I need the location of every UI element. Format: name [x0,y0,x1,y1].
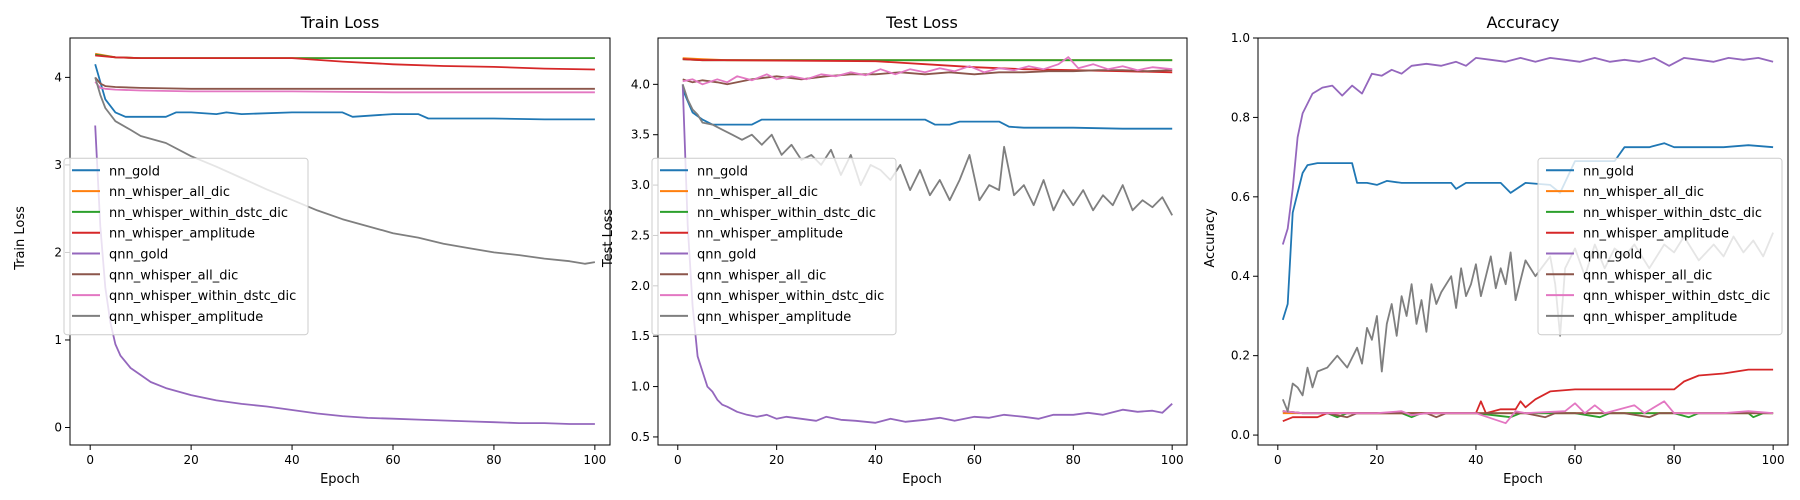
train-loss-xtick-label: 60 [385,453,400,467]
accuracy-ytick-label: 0.2 [1231,349,1250,363]
accuracy-ytick-label: 0.0 [1231,428,1250,442]
test-loss-ytick-label: 0.5 [631,430,650,444]
train-loss-title: Train Loss [300,13,380,32]
accuracy-legend-label: nn_whisper_all_dic [1583,185,1704,200]
train-loss-ytick-label: 2 [54,245,62,259]
train-loss-ytick-label: 0 [54,420,62,434]
test-loss-xtick-label: 40 [868,453,883,467]
accuracy-line-qnn-gold [1281,57,1774,245]
train-loss-legend-label: nn_gold [109,164,160,179]
test-loss-ytick-label: 3.0 [631,178,650,192]
accuracy-axes-frame [1257,37,1789,446]
accuracy-legend-label: nn_whisper_amplitude [1583,227,1729,242]
accuracy-line-nn-gold [1281,142,1774,321]
test-loss-title: Test Loss [885,13,958,32]
test-loss-line-qnn-whisper-within-dstc-dic [682,56,1173,86]
accuracy-xtick-label: 20 [1369,453,1384,467]
test-loss-ytick-label: 1.5 [631,329,650,343]
accuracy-legend-label: nn_whisper_within_dstc_dic [1583,206,1762,221]
test-loss-legend-label: qnn_gold [697,248,756,263]
train-loss-xtick-label: 0 [86,453,94,467]
train-loss-line-nn-gold [94,64,595,121]
test-loss-legend-label: qnn_whisper_amplitude [697,310,851,325]
train-loss-ylabel: Train Loss [13,206,28,271]
train-loss-line-qnn-whisper-within-dstc-dic [94,81,595,94]
train-loss-line-qnn-whisper-amplitude [94,77,596,265]
test-loss-legend-label: qnn_whisper_within_dstc_dic [697,289,884,304]
test-loss-legend-label: nn_whisper_amplitude [697,227,843,242]
test-loss-panel: Test Loss Epoch Test Loss 0 20 40 60 80 100 0.… [601,13,1188,487]
train-loss-xtick-label: 40 [284,453,299,467]
train-loss-legend-label: qnn_whisper_amplitude [109,310,263,325]
train-loss-ytick-label: 4 [54,70,62,84]
test-loss-xtick-label: 100 [1161,453,1184,467]
test-loss-xlabel: Epoch [902,472,942,487]
test-loss-ytick-label: 3.5 [631,128,650,142]
train-loss-line-qnn-whisper-all-dic [94,76,595,90]
train-loss-legend-label: nn_whisper_within_dstc_dic [109,206,288,221]
test-loss-xtick-label: 20 [769,453,784,467]
test-loss-xtick-label: 0 [674,453,682,467]
train-loss-panel: Train Loss Epoch Train Loss 0 20 40 60 80 100… [13,13,611,487]
accuracy-ylabel: Accuracy [1203,208,1218,268]
test-loss-legend-label: nn_whisper_all_dic [697,185,818,200]
train-loss-xtick-label: 80 [486,453,501,467]
test-loss-xtick-label: 60 [967,453,982,467]
accuracy-legend-label: qnn_whisper_all_dic [1583,268,1712,283]
train-loss-ytick-label: 3 [54,158,62,172]
train-loss-legend-box [63,157,309,336]
accuracy-ytick-label: 0.8 [1231,110,1250,124]
test-loss-line-qnn-whisper-amplitude [681,84,1173,216]
train-loss-legend: nn_gold nn_whisper_all_dic nn_whisper_with… [63,157,309,336]
test-loss-line-qnn-gold [681,84,1173,424]
train-loss-legend-label: qnn_gold [109,248,168,263]
train-loss-legend-label: nn_whisper_all_dic [109,185,230,200]
accuracy-title: Accuracy [1486,13,1559,32]
accuracy-line-qnn-whisper-within-dstc-dic [1282,400,1774,425]
test-loss-legend-label: qnn_whisper_all_dic [697,268,826,283]
accuracy-ytick-label: 0.6 [1231,190,1250,204]
test-loss-ytick-label: 4.0 [631,77,650,91]
train-loss-legend-label: qnn_whisper_all_dic [109,268,238,283]
test-loss-legend-label: nn_whisper_within_dstc_dic [697,206,876,221]
test-loss-legend-box [651,157,897,336]
accuracy-ytick-label: 1.0 [1231,31,1250,45]
accuracy-xtick-label: 40 [1468,453,1483,467]
accuracy-ytick-label: 0.4 [1231,269,1250,283]
accuracy-xtick-label: 100 [1762,453,1785,467]
test-loss-line-nn-gold [681,89,1173,130]
accuracy-xlabel: Epoch [1503,472,1543,487]
train-loss-xtick-label: 20 [183,453,198,467]
train-loss-legend-label: nn_whisper_amplitude [109,227,255,242]
accuracy-legend-label: nn_gold [1583,164,1634,179]
train-loss-xlabel: Epoch [320,472,360,487]
train-loss-legend-label: qnn_whisper_within_dstc_dic [109,289,296,304]
test-loss-ylabel: Test Loss [601,209,616,268]
accuracy-xtick-label: 80 [1666,453,1681,467]
accuracy-legend-label: qnn_whisper_within_dstc_dic [1583,289,1770,304]
accuracy-legend-box [1537,157,1783,336]
test-loss-ytick-label: 2.0 [631,279,650,293]
accuracy-legend-label: qnn_whisper_amplitude [1583,310,1737,325]
test-loss-xtick-label: 80 [1066,453,1081,467]
train-loss-line-nn-whisper-amplitude [95,54,595,71]
test-loss-legend-label: nn_gold [697,164,748,179]
train-loss-xtick-label: 100 [583,453,606,467]
accuracy-legend-label: qnn_gold [1583,248,1642,263]
train-loss-line-qnn-gold [94,125,595,425]
accuracy-panel: Accuracy Epoch Accuracy 0 20 40 60 80 100 0.0 0… [1203,13,1789,487]
train-loss-ytick-label: 1 [54,333,62,347]
accuracy-legend: nn_gold nn_whisper_all_dic nn_whisper_with… [1537,157,1783,336]
test-loss-legend: nn_gold nn_whisper_all_dic nn_whisper_with… [651,157,897,336]
test-loss-ytick-label: 1.0 [631,380,650,394]
accuracy-xtick-label: 60 [1567,453,1582,467]
accuracy-xtick-label: 0 [1274,453,1282,467]
accuracy-line-qnn-whisper-all-dic [1282,410,1774,419]
test-loss-ytick-label: 2.5 [631,228,650,242]
